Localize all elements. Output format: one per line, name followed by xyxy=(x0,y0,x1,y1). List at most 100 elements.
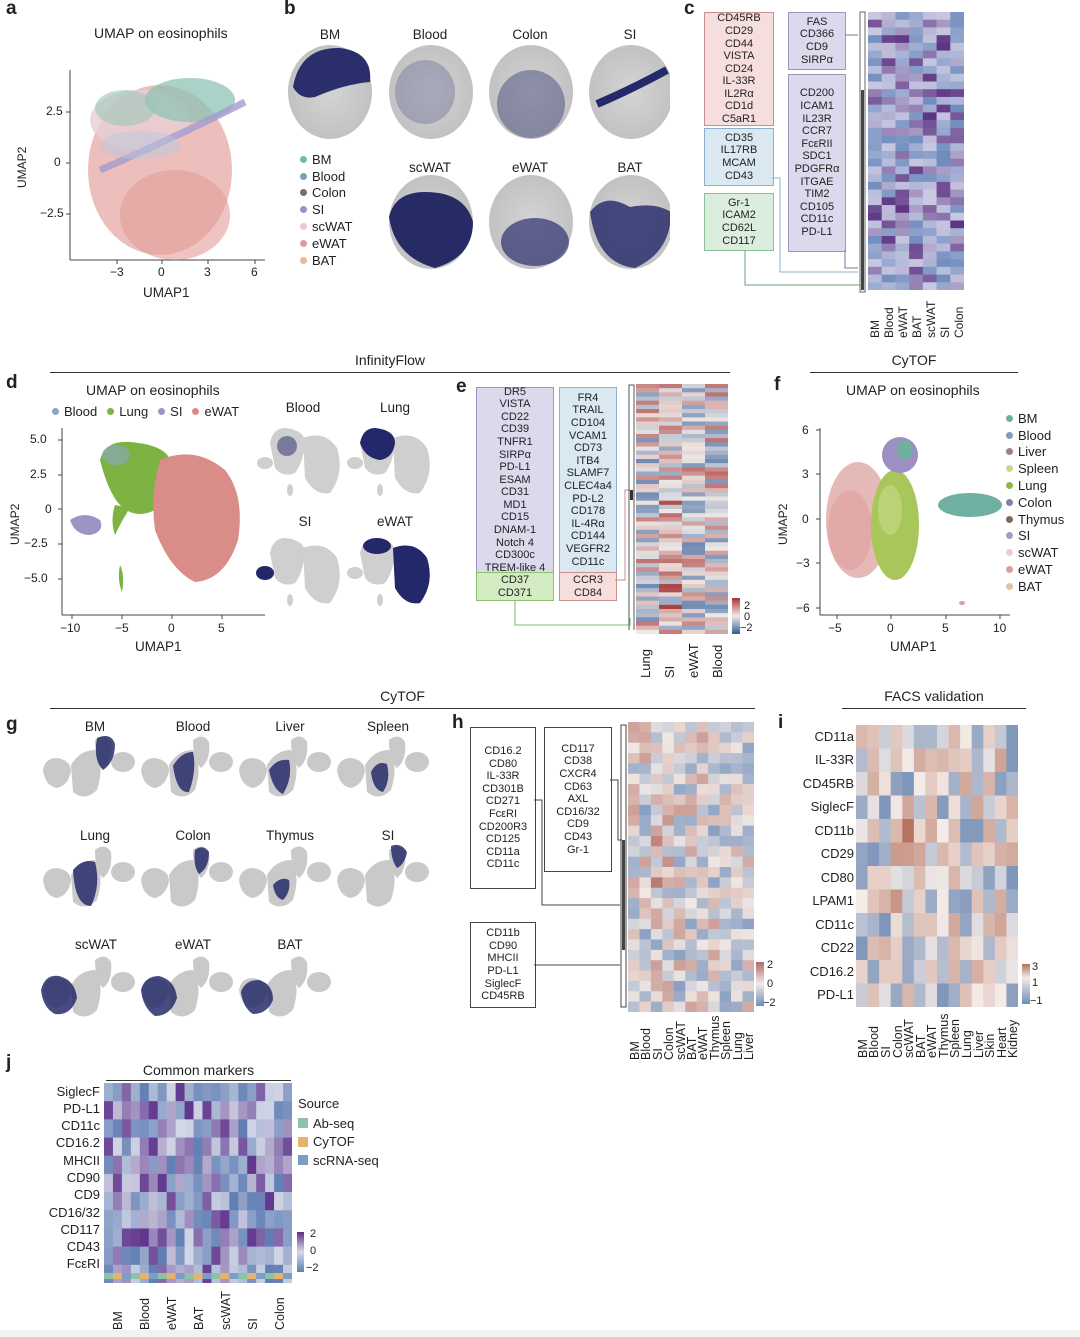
panel-h-heatmap-cell xyxy=(742,949,754,961)
panel-e-heatmap-cell xyxy=(659,484,683,489)
panel-h-heatmap-cell xyxy=(731,939,743,951)
panel-h-heatmap-cell xyxy=(628,753,640,764)
panel-j-col-1: BM xyxy=(111,1311,126,1330)
panel-j-heatmap-cell xyxy=(175,1101,185,1120)
panel-h-heatmap-cell xyxy=(639,794,652,806)
legend-label-si: SI xyxy=(312,202,325,218)
panel-i-heatmap-cell xyxy=(913,983,926,1007)
panel-c-heatmap-cell xyxy=(881,27,896,36)
panel-h-heatmap-cell xyxy=(662,804,675,816)
panel-i-heatmap-cell xyxy=(902,936,915,961)
panel-c-heatmap-cell xyxy=(922,66,937,75)
panel-j-heatmap-cell xyxy=(175,1210,185,1229)
panel-c-heatmap-cell xyxy=(881,189,896,198)
panel-j-heatmap-cell xyxy=(121,1192,132,1211)
panel-h-heatmap-cell xyxy=(662,825,675,837)
panel-i-heatmap-cell xyxy=(948,960,961,984)
panel-j-row-7: CD9 xyxy=(73,1187,100,1203)
panel-h-heatmap-cell xyxy=(696,949,709,961)
panel-j-heatmap-cell xyxy=(104,1210,114,1229)
legend-dot-colon xyxy=(300,189,307,197)
panel-j-heatmap-cell xyxy=(229,1155,239,1175)
panel-e-heatmap-cell xyxy=(705,434,728,439)
panel-h-heatmap-cell xyxy=(650,846,663,857)
panel-e-heatmap-cell xyxy=(636,446,660,451)
panel-c-heatmap-cell xyxy=(936,205,951,214)
panel-h-heatmap-cell xyxy=(673,867,686,878)
f-legend-dot-liver xyxy=(1006,448,1013,456)
panel-c-heatmap-cell xyxy=(868,181,883,190)
panel-c-heatmap-cell xyxy=(950,27,964,36)
panel-e-heatmap-cell xyxy=(636,496,660,501)
panel-c-heatmap-cell xyxy=(936,127,951,136)
panel-e-heatmap-cell xyxy=(659,588,683,593)
panel-e-heatmap-cell xyxy=(705,542,728,547)
panel-e-heatmap-cell xyxy=(659,434,683,439)
panel-i-heatmap-cell xyxy=(913,936,926,961)
panel-d-title: UMAP on eosinophils xyxy=(86,382,220,398)
panel-c-heatmap-cell xyxy=(922,12,937,21)
panel-i-heatmap-cell xyxy=(994,960,1007,984)
panel-i-heatmap-cell xyxy=(867,748,880,773)
panel-e-heatmap-cell xyxy=(659,392,683,397)
panel-h-heatmap-cell xyxy=(708,784,720,795)
panel-e-heatmap-cell xyxy=(659,467,683,472)
panel-b-title-4: SI xyxy=(623,27,637,42)
panel-h-heatmap-cell xyxy=(639,784,652,795)
panel-c-heatmap-cell xyxy=(936,259,951,268)
panel-e-heatmap-cell xyxy=(705,571,728,576)
panel-h-heatmap-cell xyxy=(628,877,640,889)
panel-i-heatmap-cell xyxy=(879,748,892,773)
panel-c-heatmap-cell xyxy=(909,251,924,260)
panel-j-heatmap-cell xyxy=(175,1155,185,1175)
panel-c-heatmap-cell xyxy=(895,251,910,260)
panel-h-heatmap-cell xyxy=(673,742,686,754)
panel-i-heatmap-cell xyxy=(937,866,949,890)
panel-j-heatmap-cell xyxy=(148,1119,159,1138)
panel-e-heatmap-cell xyxy=(705,400,728,406)
panel-c-heatmap-cell xyxy=(895,212,910,221)
panel-c-heatmap-cell xyxy=(895,89,910,98)
panel-h-heatmap-cell xyxy=(696,898,709,909)
panel-c-heatmap-cell xyxy=(881,282,896,290)
panel-i-heatmap-cell xyxy=(948,819,961,843)
panel-e-heatmap-cell xyxy=(705,604,728,610)
panel-j-heatmap-cell xyxy=(184,1101,194,1120)
panel-e-col-1: Lung xyxy=(638,649,653,678)
panel-h-heatmap-cell xyxy=(719,732,732,744)
panel-c-heatmap-cell xyxy=(895,266,910,275)
panel-i-heatmap-cell xyxy=(890,866,903,890)
panel-j-title-rule xyxy=(106,1080,291,1081)
panel-e-heatmap-cell xyxy=(636,459,660,464)
panel-h-heatmap-cell xyxy=(731,1001,743,1012)
panel-h-heatmap-cell xyxy=(673,970,686,982)
panel-h-heatmap-cell xyxy=(628,991,640,1002)
panel-c-heatmap-cell xyxy=(881,266,896,275)
panel-c-heatmap-cell xyxy=(936,151,951,160)
panel-j-source-bar xyxy=(157,1273,167,1279)
panel-i-heatmap-cell xyxy=(879,842,892,867)
panel-e-heatmap-cell xyxy=(682,446,706,451)
legend-item-si: SI xyxy=(300,201,352,218)
panel-e-heatmap-cell xyxy=(636,613,660,618)
panel-j-heatmap-cell xyxy=(157,1101,167,1120)
panel-h-heatmap-cell xyxy=(639,918,652,930)
panel-h-heatmap-cell xyxy=(685,794,698,806)
panel-c-heatmap-cell xyxy=(922,166,937,175)
legend-label-colon: Colon xyxy=(312,185,346,201)
panel-i-heatmap-cell xyxy=(994,842,1007,867)
panel-h-heatmap-cell xyxy=(719,742,732,754)
panel-e-heatmap-cell xyxy=(659,584,683,589)
panel-e-heatmap-cell xyxy=(659,438,683,443)
panel-h-heatmap-cell xyxy=(708,763,720,775)
f-legend-bm: BM xyxy=(1006,410,1064,427)
panel-h-heatmap-cell xyxy=(696,867,709,878)
panel-j-heatmap-cell xyxy=(256,1155,266,1175)
panel-i-heatmap-cell xyxy=(983,913,996,937)
panel-j-heatmap-cell xyxy=(283,1228,292,1247)
panel-j-heatmap-cell xyxy=(220,1228,230,1247)
panel-j-heatmap-cell xyxy=(139,1192,150,1211)
panel-c-heatmap-cell xyxy=(950,197,964,206)
f-legend-dot-spleen xyxy=(1006,465,1013,473)
panel-i-heatmap-cell xyxy=(1006,983,1018,1007)
